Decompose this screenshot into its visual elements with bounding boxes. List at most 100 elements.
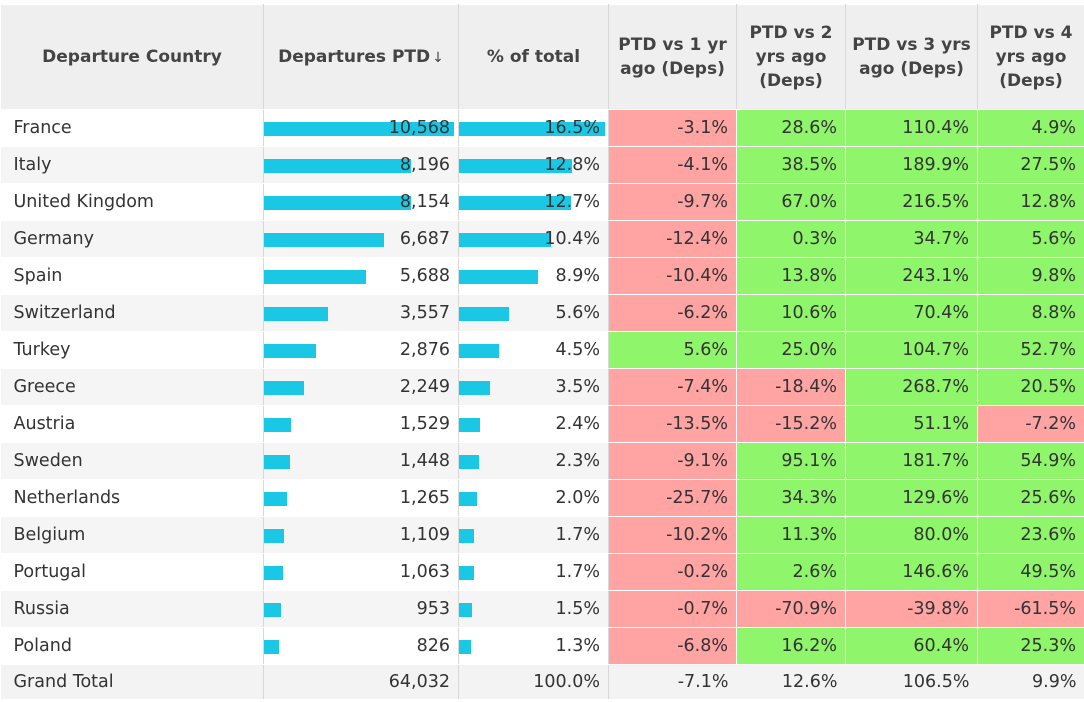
vs3-cell: 104.7%	[845, 331, 978, 369]
vs1-cell: -12.4%	[608, 220, 737, 258]
departures-cell: 953	[263, 590, 459, 628]
pct-total-bar	[459, 344, 499, 358]
table-row[interactable]: Italy 8,196 12.8% -4.1% 38.5% 189.9% 27.5%	[0, 146, 1084, 184]
vs4-cell: 12.8%	[977, 183, 1084, 221]
table-row[interactable]: Greece 2,249 3.5% -7.4% -18.4% 268.7% 20.5%	[0, 368, 1084, 406]
pct-total-bar	[459, 566, 475, 580]
vs2-cell: -70.9%	[736, 590, 846, 628]
pct-total-value: 1.7%	[555, 562, 600, 582]
pct-total-cell: 12.7%	[458, 183, 609, 221]
pct-total-cell: 4.5%	[458, 331, 609, 369]
table-row[interactable]: Portugal 1,063 1.7% -0.2% 2.6% 146.6% 49.5%	[0, 553, 1084, 591]
vs4-cell: 23.6%	[977, 516, 1084, 554]
pct-total-bar	[459, 455, 480, 469]
vs2-cell: 95.1%	[736, 442, 846, 480]
pct-total-bar	[459, 381, 490, 395]
departures-value: 2,249	[399, 377, 450, 397]
departures-value: 953	[416, 599, 450, 619]
table-row[interactable]: Sweden 1,448 2.3% -9.1% 95.1% 181.7% 54.9%	[0, 442, 1084, 480]
vs4-cell: 27.5%	[977, 146, 1084, 184]
vs3-cell: 216.5%	[845, 183, 978, 221]
departures-cell: 5,688	[263, 257, 459, 295]
pct-total-value: 1.5%	[555, 599, 600, 619]
departures-value: 8,196	[399, 155, 450, 175]
table-row[interactable]: United Kingdom 8,154 12.7% -9.7% 67.0% 216.5%…	[0, 183, 1084, 221]
pct-total-bar	[459, 529, 475, 543]
pct-total-bar	[459, 640, 471, 654]
pct-total-bar	[459, 270, 538, 284]
vs4-cell: 20.5%	[977, 368, 1084, 406]
vs1-cell: 5.6%	[608, 331, 737, 369]
pct-total-value: 8.9%	[555, 266, 600, 286]
departures-value: 826	[416, 636, 450, 656]
header-departures-label: Departures PTD	[278, 46, 431, 67]
header-vs4[interactable]: PTD vs 4 yrs ago (Deps)	[977, 4, 1084, 110]
vs2-cell: 28.6%	[736, 109, 846, 147]
pct-total-cell: 12.8%	[458, 146, 609, 184]
vs3-cell: 51.1%	[845, 405, 978, 443]
vs2-cell: -15.2%	[736, 405, 846, 443]
pct-total-value: 10.4%	[544, 229, 600, 249]
table-row[interactable]: Austria 1,529 2.4% -13.5% -15.2% 51.1% -7.2%	[0, 405, 1084, 443]
vs4-cell: 8.8%	[977, 294, 1084, 332]
table-row[interactable]: Belgium 1,109 1.7% -10.2% 11.3% 80.0% 23.6%	[0, 516, 1084, 554]
departures-value: 1,448	[399, 451, 450, 471]
table-row[interactable]: Spain 5,688 8.9% -10.4% 13.8% 243.1% 9.8%	[0, 257, 1084, 295]
header-vs1[interactable]: PTD vs 1 yr ago (Deps)	[608, 4, 737, 110]
vs4-cell: 25.3%	[977, 627, 1084, 665]
total-pct-cell: 100.0%	[458, 664, 609, 700]
departures-cell: 8,154	[263, 183, 459, 221]
table-row[interactable]: France 10,568 16.5% -3.1% 28.6% 110.4% 4.9%	[0, 109, 1084, 147]
departures-bar	[264, 196, 411, 210]
departures-bar	[264, 492, 287, 506]
vs4-cell: 25.6%	[977, 479, 1084, 517]
departures-bar	[264, 603, 282, 617]
vs4-cell: 4.9%	[977, 109, 1084, 147]
country-cell: Poland	[0, 627, 264, 665]
departures-value: 1,109	[399, 525, 450, 545]
country-cell: Italy	[0, 146, 264, 184]
vs3-cell: 146.6%	[845, 553, 978, 591]
table-row[interactable]: Netherlands 1,265 2.0% -25.7% 34.3% 129.6% 25.…	[0, 479, 1084, 517]
header-country[interactable]: Departure Country	[0, 4, 264, 110]
pct-total-cell: 8.9%	[458, 257, 609, 295]
table-row[interactable]: Turkey 2,876 4.5% 5.6% 25.0% 104.7% 52.7%	[0, 331, 1084, 369]
vs1-cell: -25.7%	[608, 479, 737, 517]
vs1-cell: -6.8%	[608, 627, 737, 665]
departures-bar	[264, 455, 291, 469]
table-row[interactable]: Poland 826 1.3% -6.8% 16.2% 60.4% 25.3%	[0, 627, 1084, 665]
departures-cell: 1,063	[263, 553, 459, 591]
pct-total-cell: 2.4%	[458, 405, 609, 443]
vs2-cell: 16.2%	[736, 627, 846, 665]
pct-total-value: 1.7%	[555, 525, 600, 545]
table-row[interactable]: Russia 953 1.5% -0.7% -70.9% -39.8% -61.5%	[0, 590, 1084, 628]
header-departures[interactable]: Departures PTD ↓	[263, 4, 459, 110]
table-row[interactable]: Germany 6,687 10.4% -12.4% 0.3% 34.7% 5.6%	[0, 220, 1084, 258]
departures-cell: 10,568	[263, 109, 459, 147]
departures-bar	[264, 233, 385, 247]
vs3-cell: 189.9%	[845, 146, 978, 184]
header-vs3[interactable]: PTD vs 3 yrs ago (Deps)	[845, 4, 978, 110]
header-vs2[interactable]: PTD vs 2 yrs ago (Deps)	[736, 4, 846, 110]
vs1-cell: -4.1%	[608, 146, 737, 184]
vs2-cell: 67.0%	[736, 183, 846, 221]
departures-bar	[264, 344, 316, 358]
vs1-cell: -9.1%	[608, 442, 737, 480]
vs2-cell: 2.6%	[736, 553, 846, 591]
vs2-cell: 11.3%	[736, 516, 846, 554]
pct-total-value: 3.5%	[555, 377, 600, 397]
departures-cell: 1,448	[263, 442, 459, 480]
pct-total-bar	[459, 418, 481, 432]
country-cell: Netherlands	[0, 479, 264, 517]
sort-descending-icon[interactable]: ↓	[432, 49, 444, 66]
vs3-cell: 243.1%	[845, 257, 978, 295]
vs2-cell: 38.5%	[736, 146, 846, 184]
pct-total-bar	[459, 492, 477, 506]
departures-bar	[264, 122, 454, 136]
country-cell: Portugal	[0, 553, 264, 591]
table-row[interactable]: Switzerland 3,557 5.6% -6.2% 10.6% 70.4% 8.8%	[0, 294, 1084, 332]
header-pct-total[interactable]: % of total	[458, 4, 609, 110]
pct-total-value: 5.6%	[555, 303, 600, 323]
pct-total-value: 2.4%	[555, 414, 600, 434]
departures-bar	[264, 159, 412, 173]
